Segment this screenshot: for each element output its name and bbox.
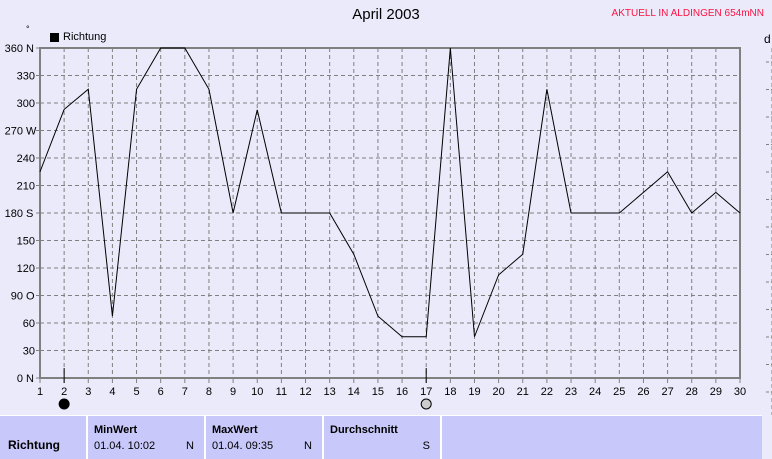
x-tick-label: 22 (541, 386, 553, 398)
x-tick-label: 29 (710, 386, 722, 398)
max-value: N (304, 440, 312, 452)
full-moon-icon (421, 399, 431, 409)
x-tick-label: 13 (324, 386, 336, 398)
x-tick-label: 14 (348, 386, 360, 398)
x-tick-label: 27 (661, 386, 673, 398)
x-tick-label: 19 (468, 386, 480, 398)
x-tick-label: 16 (396, 386, 408, 398)
y-tick-label: 210 (17, 181, 35, 193)
min-column: MinWert 01.04. 10:02 N (86, 416, 204, 459)
x-tick-label: 4 (109, 386, 115, 398)
y-direction-label: W (26, 126, 37, 138)
series-line (40, 48, 740, 337)
x-tick-label: 30 (734, 386, 746, 398)
y-direction-label: N (26, 43, 34, 55)
y-tick-label: 60 (23, 318, 35, 330)
y-tick-label: 300 (17, 98, 35, 110)
y-tick-label: 330 (17, 71, 35, 83)
x-tick-label: 28 (686, 386, 698, 398)
max-date: 01.04. 09:35 (212, 440, 273, 452)
x-tick-label: 25 (613, 386, 625, 398)
avg-value: S (423, 440, 430, 452)
x-tick-label: 12 (299, 386, 311, 398)
avg-column: Durchschnitt S (322, 416, 440, 459)
y-direction-label: O (26, 291, 35, 303)
min-value: N (186, 440, 194, 452)
x-tick-label: 1 (37, 386, 43, 398)
min-header: MinWert (94, 424, 137, 436)
x-tick-label: 5 (133, 386, 139, 398)
max-header: MaxWert (212, 424, 258, 436)
y-tick-label: 120 (17, 263, 35, 275)
x-tick-label: 15 (372, 386, 384, 398)
min-date: 01.04. 10:02 (94, 440, 155, 452)
y-tick-label: 360 (5, 43, 23, 55)
x-tick-label: 10 (251, 386, 263, 398)
x-tick-label: 21 (517, 386, 529, 398)
row-label: Richtung (8, 438, 60, 452)
x-tick-label: 23 (565, 386, 577, 398)
x-tick-label: 18 (444, 386, 456, 398)
max-column: MaxWert 01.04. 09:35 N (204, 416, 322, 459)
y-tick-label: 90 (11, 291, 23, 303)
x-tick-label: 11 (276, 386, 287, 398)
x-tick-label: 6 (158, 386, 164, 398)
y-tick-label: 150 (17, 236, 35, 248)
new-moon-icon (59, 399, 69, 409)
x-tick-label: 7 (182, 386, 188, 398)
x-tick-label: 20 (492, 386, 504, 398)
x-tick-label: 26 (637, 386, 649, 398)
y-tick-label: 30 (23, 346, 35, 358)
avg-header: Durchschnitt (330, 424, 398, 436)
y-direction-label: S (26, 208, 33, 220)
x-tick-label: 2 (61, 386, 67, 398)
y-tick-label: 180 (5, 208, 23, 220)
y-tick-label: 0 (17, 373, 23, 385)
x-tick-label: 3 (85, 386, 91, 398)
empty-column (440, 416, 762, 459)
y-direction-label: N (26, 373, 34, 385)
y-tick-label: 240 (17, 153, 35, 165)
x-tick-label: 24 (589, 386, 601, 398)
x-tick-label: 9 (230, 386, 236, 398)
y-tick-label: 270 (5, 126, 23, 138)
stats-table: Richtung MinWert 01.04. 10:02 N MaxWert 01.… (0, 415, 762, 459)
x-tick-label: 8 (206, 386, 212, 398)
x-tick-label: 17 (420, 386, 432, 398)
